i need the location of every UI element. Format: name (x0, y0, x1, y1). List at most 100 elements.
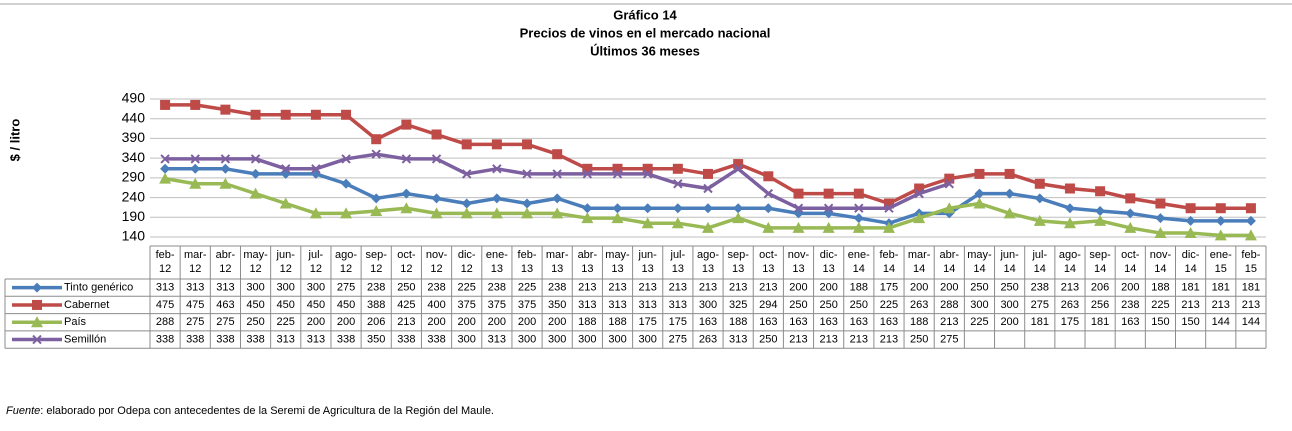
table-value: 338 (337, 333, 355, 345)
table-value: 275 (940, 333, 958, 345)
table-value: 144 (1212, 316, 1230, 328)
table-value: 213 (759, 282, 777, 294)
footnote-label: Fuente (6, 405, 40, 417)
table-value: 450 (307, 299, 325, 311)
table-value: 188 (608, 316, 626, 328)
y-tick-label: 390 (122, 129, 146, 145)
marker (250, 154, 261, 164)
marker (733, 164, 743, 174)
table-value: 213 (638, 282, 656, 294)
x-tick-label: ago- 12 (335, 249, 357, 275)
x-tick-label-part: nov- (426, 249, 448, 261)
marker (823, 188, 834, 199)
table-value: 175 (638, 316, 656, 328)
marker (160, 163, 171, 174)
table-value: 225 (1151, 299, 1169, 311)
x-tick-label-part: 12 (219, 263, 231, 275)
table-value: 188 (910, 316, 928, 328)
table-value: 313 (156, 282, 174, 294)
x-tick-label-part: 13 (792, 263, 804, 275)
marker (1034, 178, 1045, 189)
table-value: 213 (789, 333, 807, 345)
table-value: 200 (427, 316, 445, 328)
x-tick-label-part: 14 (943, 263, 955, 275)
x-tick-label: oct- 12 (397, 249, 416, 275)
table-value: 338 (156, 333, 174, 345)
table-value: 213 (819, 333, 837, 345)
x-tick-label-part: jun- (999, 249, 1019, 261)
marker (733, 203, 744, 214)
table-value: 200 (819, 282, 837, 294)
marker (491, 139, 502, 150)
table-value: 188 (578, 316, 596, 328)
marker (1095, 186, 1106, 197)
table-value: 200 (337, 316, 355, 328)
marker (341, 154, 351, 164)
table-value: 213 (699, 282, 717, 294)
marker (642, 163, 653, 174)
x-tick-label-part: 13 (491, 263, 503, 275)
marker (1185, 215, 1196, 226)
marker (189, 177, 202, 189)
table-value: 463 (216, 299, 234, 311)
x-tick-label-part: 14 (1003, 263, 1015, 275)
table-value: 325 (729, 299, 747, 311)
table-value: 200 (789, 282, 807, 294)
marker (250, 109, 261, 120)
marker (853, 188, 864, 199)
x-tick-label-part: 12 (461, 263, 473, 275)
marker (32, 334, 42, 345)
x-tick-label-part: abr- (940, 249, 960, 261)
x-tick-label: feb- 13 (518, 249, 537, 275)
marker (612, 203, 623, 214)
table-value: 256 (1091, 299, 1109, 311)
x-tick-label-part: nov- (1150, 249, 1172, 261)
marker (190, 163, 201, 174)
table-value: 300 (608, 333, 626, 345)
x-tick-label-part: dic- (1182, 249, 1200, 261)
x-tick-label-part: 13 (732, 263, 744, 275)
marker (642, 169, 653, 179)
table-value: 213 (880, 333, 898, 345)
marker (914, 188, 924, 199)
marker (552, 149, 563, 160)
x-tick-label: may- 12 (243, 249, 268, 275)
table-value: 188 (729, 316, 747, 328)
table-value: 200 (488, 316, 506, 328)
table-value: 200 (910, 282, 928, 294)
x-tick-label-part: abr- (216, 249, 236, 261)
table-value: 238 (488, 282, 506, 294)
footnote: Fuente: elaborado por Odepa con antecede… (6, 405, 494, 417)
table-value: 213 (729, 282, 747, 294)
table-value: 181 (1181, 282, 1199, 294)
marker (672, 163, 683, 174)
x-tick-label-part: jun- (276, 249, 296, 261)
table-value: 238 (1031, 282, 1049, 294)
x-tick-label-part: 14 (853, 263, 865, 275)
x-tick-label-part: 13 (642, 263, 654, 275)
table-value: 300 (518, 333, 536, 345)
table-value: 275 (1031, 299, 1049, 311)
marker (853, 213, 864, 224)
table-value: 338 (427, 333, 445, 345)
y-tick-label: 490 (122, 90, 146, 106)
marker (884, 203, 894, 213)
legend-label: País (64, 316, 87, 328)
table-value: 200 (1121, 282, 1139, 294)
marker (401, 154, 412, 164)
marker (280, 109, 291, 120)
x-tick-label-part: 12 (370, 263, 382, 275)
marker (341, 178, 352, 189)
x-tick-label: jun- 12 (276, 249, 296, 275)
x-tick-label-part: 12 (189, 263, 201, 275)
table-value: 250 (397, 282, 415, 294)
table-value: 288 (156, 316, 174, 328)
table-value: 450 (246, 299, 264, 311)
x-tick-label-part: sep- (366, 249, 388, 261)
x-tick-label: ene- 15 (1210, 249, 1232, 275)
marker (1215, 215, 1226, 226)
x-tick-label-part: 12 (340, 263, 352, 275)
marker (943, 202, 956, 214)
table-value: 225 (458, 282, 476, 294)
marker (673, 179, 683, 189)
